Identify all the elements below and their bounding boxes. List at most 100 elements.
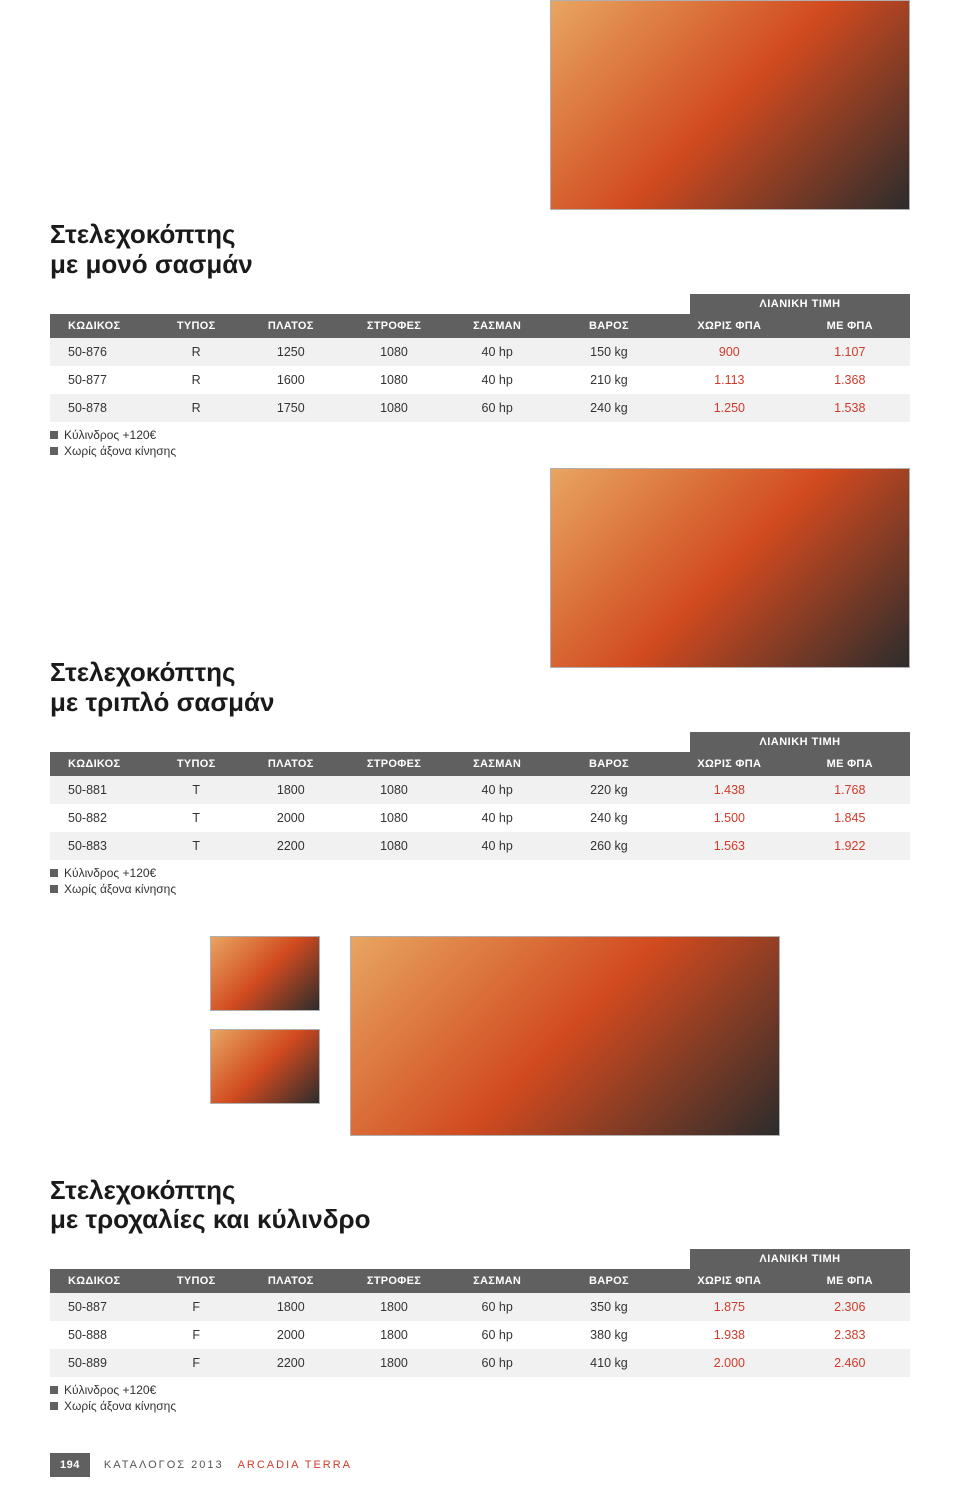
price-badge: ΛΙΑΝΙΚΗ ΤΙΜΗ [690, 294, 910, 314]
th-gearbox: ΣΑΣΜΑΝ [446, 752, 549, 776]
th-code: ΚΩΔΙΚΟΣ [50, 1269, 153, 1293]
note-line: Χωρίς άξονα κίνησης [50, 444, 910, 458]
th-rpm: ΣΤΡΟΦΕΣ [342, 314, 445, 338]
note-line: Κύλινδρος +120€ [50, 866, 910, 880]
table-header-row: ΚΩΔΙΚΟΣ ΤΥΠΟΣ ΠΛΑΤΟΣ ΣΤΡΟΦΕΣ ΣΑΣΜΑΝ ΒΑΡΟ… [50, 1269, 910, 1293]
th-width: ΠΛΑΤΟΣ [239, 1269, 342, 1293]
table-body: 50-881T1800108040 hp220 kg1.4381.76850-8… [50, 776, 910, 860]
th-gearbox: ΣΑΣΜΑΝ [446, 314, 549, 338]
td-no-vat: 2.000 [669, 1349, 789, 1377]
section-pulley: Στελεχοκόπτης με τροχαλίες και κύλινδρο … [50, 1176, 910, 1414]
td-code: 50-883 [50, 832, 153, 860]
thumbnail-column [210, 936, 320, 1104]
td-code: 50-887 [50, 1293, 153, 1321]
table-body: 50-876R1250108040 hp150 kg9001.10750-877… [50, 338, 910, 422]
table-header-row: ΚΩΔΙΚΟΣ ΤΥΠΟΣ ΠΛΑΤΟΣ ΣΤΡΟΦΕΣ ΣΑΣΜΑΝ ΒΑΡΟ… [50, 752, 910, 776]
td-type: T [153, 832, 239, 860]
td-with-vat: 1.768 [790, 776, 910, 804]
title-line-1: Στελεχοκόπτης [50, 1175, 236, 1205]
note-line: Χωρίς άξονα κίνησης [50, 1399, 910, 1413]
table-header-row: ΚΩΔΙΚΟΣ ΤΥΠΟΣ ΠΛΑΤΟΣ ΣΤΡΟΦΕΣ ΣΑΣΜΑΝ ΒΑΡΟ… [50, 314, 910, 338]
td-no-vat: 1.438 [669, 776, 789, 804]
td-type: F [153, 1293, 239, 1321]
product-table-mono: ΚΩΔΙΚΟΣ ΤΥΠΟΣ ΠΛΑΤΟΣ ΣΤΡΟΦΕΣ ΣΑΣΜΑΝ ΒΑΡΟ… [50, 314, 910, 422]
table-row: 50-887F1800180060 hp350 kg1.8752.306 [50, 1293, 910, 1321]
td-no-vat: 1.113 [669, 366, 789, 394]
td-type: F [153, 1349, 239, 1377]
th-rpm: ΣΤΡΟΦΕΣ [342, 752, 445, 776]
section-triple: Στελεχοκόπτης με τριπλό σασμάν ΛΙΑΝΙΚΗ Τ… [50, 658, 910, 896]
table-row: 50-882T2000108040 hp240 kg1.5001.845 [50, 804, 910, 832]
td-gearbox: 60 hp [446, 1321, 549, 1349]
td-with-vat: 1.368 [790, 366, 910, 394]
th-no-vat: ΧΩΡΙΣ ΦΠΑ [669, 1269, 789, 1293]
td-weight: 220 kg [549, 776, 669, 804]
td-gearbox: 60 hp [446, 1349, 549, 1377]
td-with-vat: 1.845 [790, 804, 910, 832]
td-weight: 240 kg [549, 394, 669, 422]
td-gearbox: 40 hp [446, 832, 549, 860]
section-notes: Κύλινδρος +120€ Χωρίς άξονα κίνησης [50, 428, 910, 458]
note-text: Κύλινδρος +120€ [64, 428, 156, 442]
title-line-2: με τροχαλίες και κύλινδρο [50, 1204, 370, 1234]
td-rpm: 1080 [342, 776, 445, 804]
td-with-vat: 1.107 [790, 338, 910, 366]
footer-brand: ARCADIA TERRA [238, 1459, 352, 1471]
th-gearbox: ΣΑΣΜΑΝ [446, 1269, 549, 1293]
footer-catalog-text: ΚΑΤΑΛΟΓΟΣ 2013 [104, 1459, 224, 1471]
td-width: 2000 [239, 804, 342, 832]
td-width: 2200 [239, 832, 342, 860]
th-weight: ΒΑΡΟΣ [549, 1269, 669, 1293]
td-code: 50-889 [50, 1349, 153, 1377]
title-line-2: με μονό σασμάν [50, 249, 253, 279]
td-type: R [153, 366, 239, 394]
td-width: 1600 [239, 366, 342, 394]
title-line-1: Στελεχοκόπτης [50, 219, 236, 249]
td-weight: 380 kg [549, 1321, 669, 1349]
td-no-vat: 1.938 [669, 1321, 789, 1349]
table-row: 50-883T2200108040 hp260 kg1.5631.922 [50, 832, 910, 860]
td-rpm: 1080 [342, 338, 445, 366]
td-type: R [153, 338, 239, 366]
td-rpm: 1080 [342, 394, 445, 422]
th-rpm: ΣΤΡΟΦΕΣ [342, 1269, 445, 1293]
note-text: Κύλινδρος +120€ [64, 1383, 156, 1397]
td-rpm: 1800 [342, 1349, 445, 1377]
table-container: ΛΙΑΝΙΚΗ ΤΙΜΗ ΚΩΔΙΚΟΣ ΤΥΠΟΣ ΠΛΑΤΟΣ ΣΤΡΟΦΕ… [50, 294, 910, 422]
th-code: ΚΩΔΙΚΟΣ [50, 314, 153, 338]
td-code: 50-888 [50, 1321, 153, 1349]
td-gearbox: 40 hp [446, 366, 549, 394]
price-badge: ΛΙΑΝΙΚΗ ΤΙΜΗ [690, 1249, 910, 1269]
section-mono: Στελεχοκόπτης με μονό σασμάν ΛΙΑΝΙΚΗ ΤΙΜ… [50, 220, 910, 458]
td-rpm: 1800 [342, 1321, 445, 1349]
product-image-pulley [350, 936, 780, 1136]
bullet-icon [50, 869, 58, 877]
td-with-vat: 2.460 [790, 1349, 910, 1377]
td-weight: 350 kg [549, 1293, 669, 1321]
td-width: 2000 [239, 1321, 342, 1349]
thumbnail-row [50, 936, 910, 1136]
note-text: Χωρίς άξονα κίνησης [64, 444, 176, 458]
th-code: ΚΩΔΙΚΟΣ [50, 752, 153, 776]
bullet-icon [50, 1402, 58, 1410]
td-width: 1250 [239, 338, 342, 366]
product-table-pulley: ΚΩΔΙΚΟΣ ΤΥΠΟΣ ΠΛΑΤΟΣ ΣΤΡΟΦΕΣ ΣΑΣΜΑΝ ΒΑΡΟ… [50, 1269, 910, 1377]
table-row: 50-881T1800108040 hp220 kg1.4381.768 [50, 776, 910, 804]
td-code: 50-877 [50, 366, 153, 394]
table-container: ΛΙΑΝΙΚΗ ΤΙΜΗ ΚΩΔΙΚΟΣ ΤΥΠΟΣ ΠΛΑΤΟΣ ΣΤΡΟΦΕ… [50, 732, 910, 860]
bullet-icon [50, 431, 58, 439]
td-gearbox: 40 hp [446, 338, 549, 366]
bullet-icon [50, 447, 58, 455]
note-line: Κύλινδρος +120€ [50, 428, 910, 442]
td-with-vat: 2.383 [790, 1321, 910, 1349]
table-container: ΛΙΑΝΙΚΗ ΤΙΜΗ ΚΩΔΙΚΟΣ ΤΥΠΟΣ ΠΛΑΤΟΣ ΣΤΡΟΦΕ… [50, 1249, 910, 1377]
td-rpm: 1080 [342, 366, 445, 394]
product-image-mono [550, 0, 910, 210]
td-code: 50-881 [50, 776, 153, 804]
table-row: 50-877R1600108040 hp210 kg1.1131.368 [50, 366, 910, 394]
td-rpm: 1800 [342, 1293, 445, 1321]
th-with-vat: ΜΕ ΦΠΑ [790, 752, 910, 776]
th-with-vat: ΜΕ ΦΠΑ [790, 1269, 910, 1293]
td-width: 1800 [239, 776, 342, 804]
note-line: Χωρίς άξονα κίνησης [50, 882, 910, 896]
